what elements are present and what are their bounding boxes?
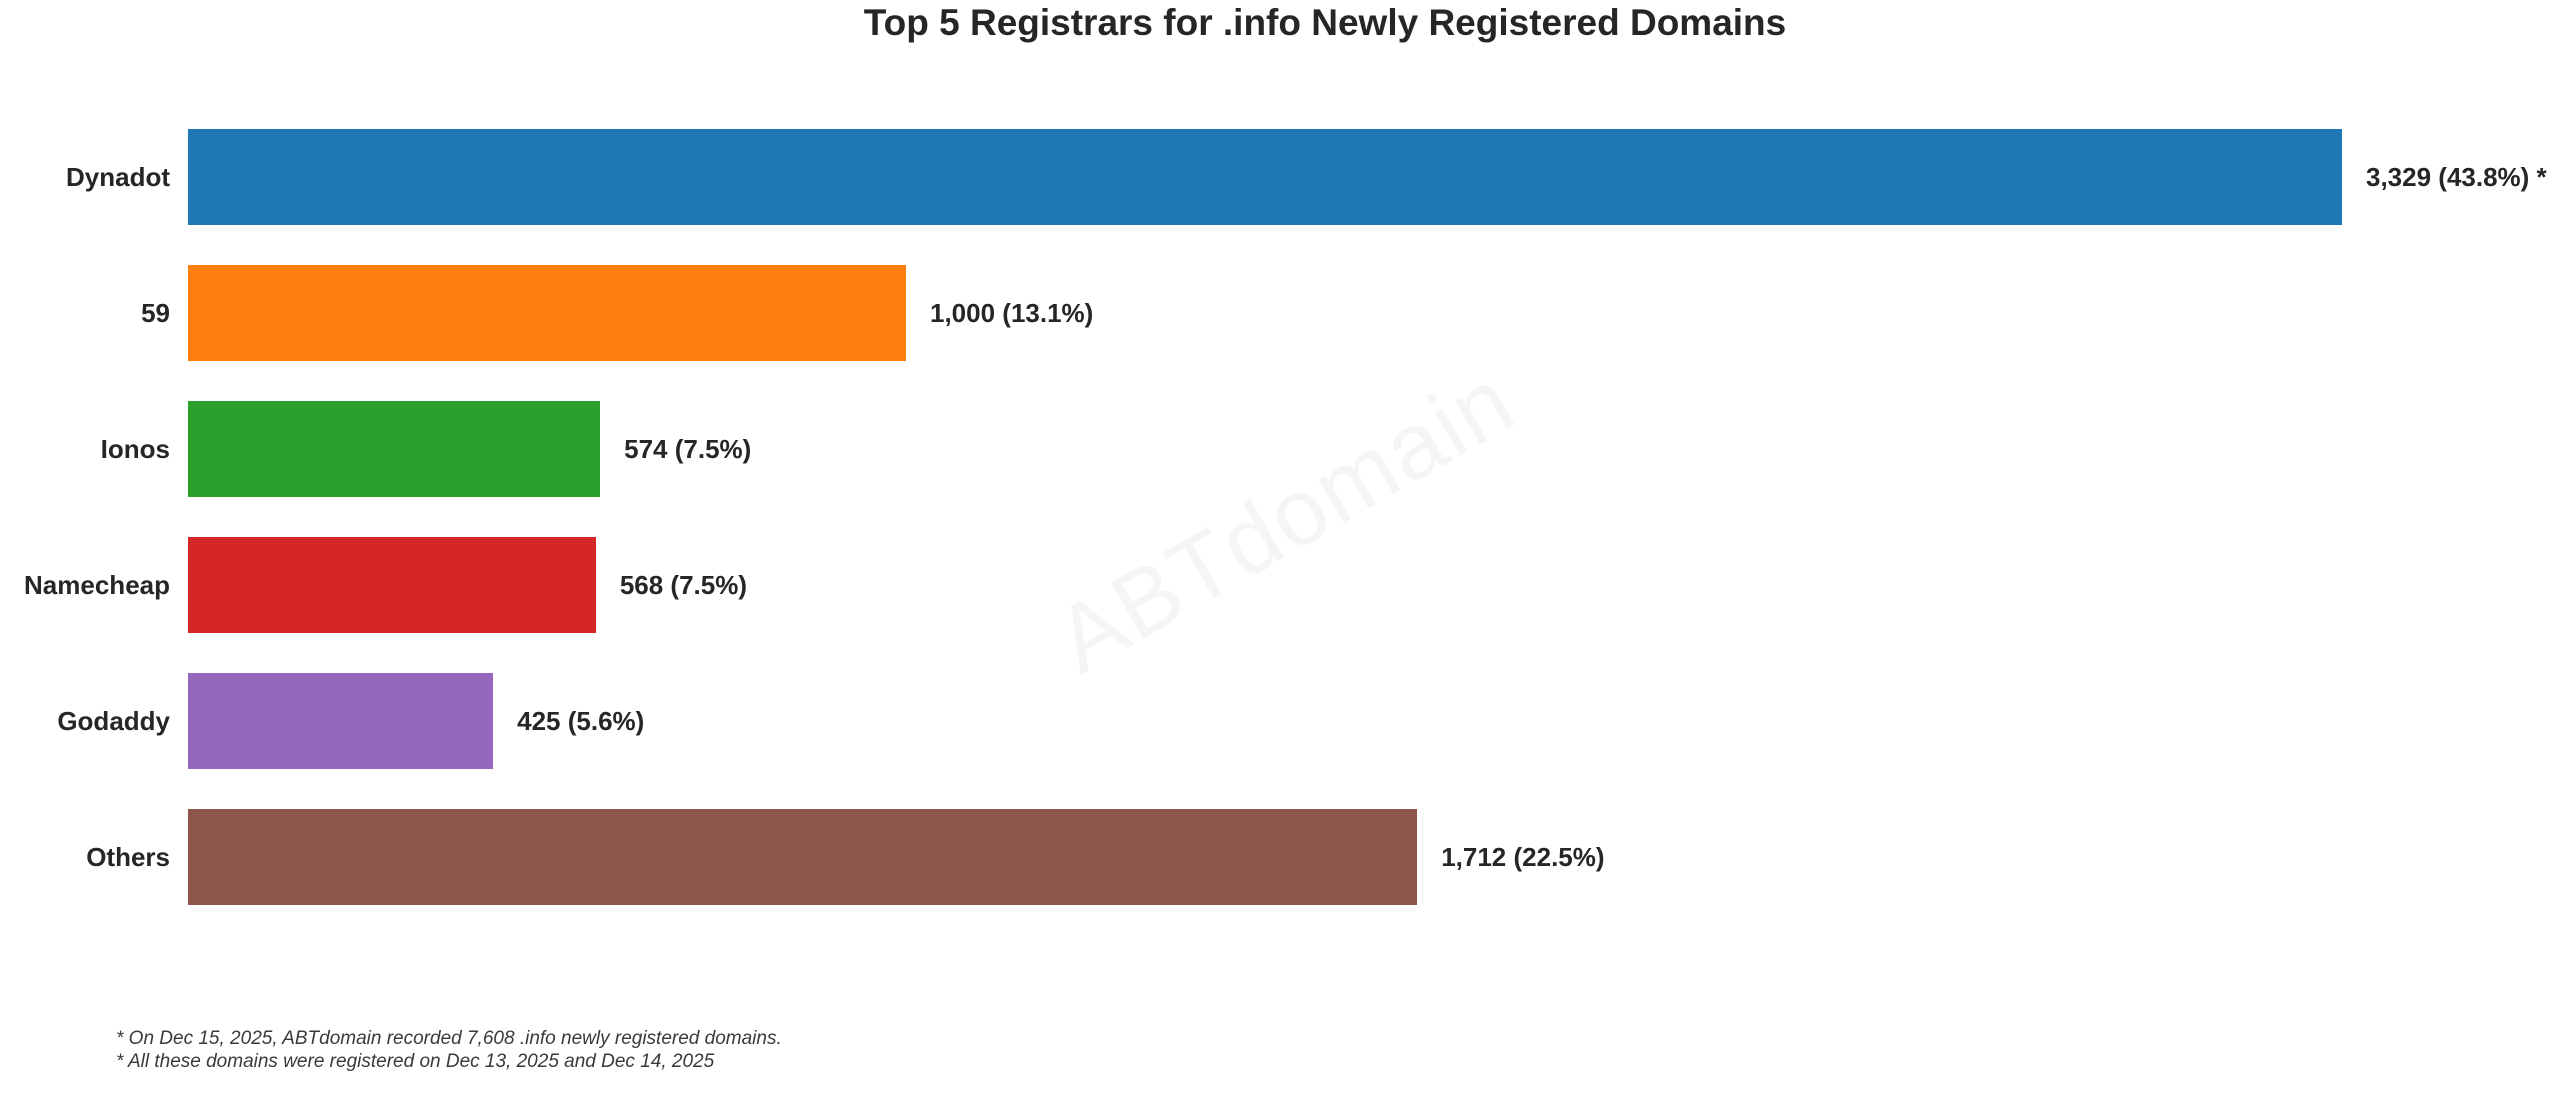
- category-label: Dynadot: [66, 161, 170, 192]
- bar-namecheap: [188, 537, 596, 633]
- category-label: 59: [141, 297, 170, 328]
- bar-area: 568 (7.5%): [188, 537, 2342, 633]
- value-label: 568 (7.5%): [619, 569, 747, 600]
- bar-dynadot: [188, 129, 2342, 225]
- bar-ionos: [188, 401, 601, 497]
- chart-title: Top 5 Registrars for .info Newly Registe…: [863, 2, 1787, 43]
- bar-godaddy: [188, 673, 494, 769]
- footnotes: * On Dec 15, 2025, ABTdomain recorded 7,…: [116, 1027, 782, 1073]
- bar-others: [188, 809, 1418, 905]
- value-label: 1,712 (22.5%): [1441, 841, 1605, 872]
- category-label: Namecheap: [24, 569, 170, 600]
- value-label: 3,329 (43.8%) *: [2366, 161, 2547, 192]
- category-label: Others: [86, 841, 170, 872]
- bar-area: 574 (7.5%): [188, 401, 2342, 497]
- footnote-line-1: * On Dec 15, 2025, ABTdomain recorded 7,…: [116, 1028, 782, 1049]
- bar-area: 3,329 (43.8%) *: [188, 129, 2547, 225]
- value-label: 574 (7.5%): [624, 433, 752, 464]
- chart-row: Ionos 574 (7.5%): [0, 381, 2560, 517]
- bar-59: [188, 265, 906, 361]
- category-label: Ionos: [100, 433, 170, 464]
- bar-area: 1,000 (13.1%): [188, 265, 2342, 361]
- footnote-line-2: * All these domains were registered on D…: [116, 1051, 715, 1072]
- chart-row: Godaddy 425 (5.6%): [0, 653, 2560, 789]
- chart-row: Namecheap 568 (7.5%): [0, 517, 2560, 653]
- category-label: Godaddy: [57, 705, 170, 736]
- chart-row: Dynadot 3,329 (43.8%) *: [0, 109, 2560, 245]
- chart-rows: Dynadot 3,329 (43.8%) * 59 1,000 (13.1%) Ion…: [0, 109, 2560, 925]
- bar-chart: Dynadot 3,329 (43.8%) * 59 1,000 (13.1%) Ion…: [0, 109, 2560, 925]
- value-label: 1,000 (13.1%): [930, 297, 1094, 328]
- bar-area: 1,712 (22.5%): [188, 809, 2342, 905]
- value-label: 425 (5.6%): [517, 705, 645, 736]
- chart-row: Others 1,712 (22.5%): [0, 789, 2560, 925]
- chart-row: 59 1,000 (13.1%): [0, 245, 2560, 381]
- bar-area: 425 (5.6%): [188, 673, 2342, 769]
